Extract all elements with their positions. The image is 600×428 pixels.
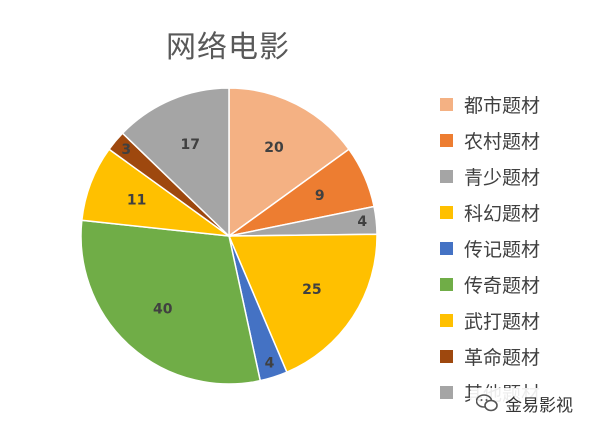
legend-swatch — [440, 169, 453, 183]
legend-item-1: 都市题材 — [440, 86, 540, 122]
legend-item-6: 传奇题材 — [440, 266, 540, 302]
legend-swatch — [440, 277, 453, 291]
watermark-text: 金易影视 — [505, 395, 573, 416]
legend-swatch — [440, 313, 453, 327]
pie-slice-1 — [228, 87, 350, 238]
wechat-icon — [476, 394, 498, 412]
data-label-1: 20 — [264, 140, 284, 156]
legend-label: 都市题材 — [464, 94, 541, 117]
legend-label: 传奇题材 — [464, 274, 541, 297]
legend-label: 青少题材 — [464, 166, 541, 189]
pie-slice-6 — [80, 219, 262, 385]
data-label-3: 4 — [357, 214, 367, 230]
watermark: 金易影视 — [470, 388, 581, 418]
legend-item-5: 传记题材 — [440, 230, 540, 266]
legend-item-3: 青少题材 — [440, 158, 540, 194]
legend-label: 传记题材 — [464, 238, 541, 261]
legend-swatch — [440, 133, 453, 147]
legend-item-7: 武打题材 — [440, 302, 540, 338]
pie-slice-4 — [227, 233, 378, 374]
pie-data-labels: 20 9 4 25 4 40 11 3 17 — [121, 137, 367, 372]
legend-swatch — [440, 385, 453, 399]
legend-swatch — [440, 205, 453, 219]
pie-slice-9 — [121, 87, 230, 238]
data-label-7: 11 — [127, 193, 146, 209]
data-label-2: 9 — [315, 188, 325, 204]
data-label-6: 40 — [153, 302, 173, 318]
legend-item-4: 科幻题材 — [440, 194, 540, 230]
legend-item-2: 农村题材 — [440, 122, 540, 158]
data-label-5: 4 — [265, 356, 275, 372]
legend-swatch — [440, 97, 453, 111]
legend: 都市题材农村题材青少题材科幻题材传记题材传奇题材武打题材革命题材其他题材 — [440, 86, 540, 410]
data-label-9: 17 — [181, 137, 200, 153]
legend-label: 革命题材 — [464, 346, 541, 369]
legend-label: 农村题材 — [464, 130, 541, 153]
chart-title: 网络电影 — [166, 30, 290, 65]
data-label-4: 25 — [302, 282, 321, 298]
data-label-8: 3 — [121, 142, 131, 158]
legend-item-8: 革命题材 — [440, 338, 540, 374]
legend-swatch — [440, 349, 453, 363]
legend-label: 武打题材 — [464, 310, 541, 333]
legend-label: 科幻题材 — [464, 202, 541, 225]
legend-swatch — [440, 241, 453, 255]
pie-slices — [80, 87, 378, 385]
